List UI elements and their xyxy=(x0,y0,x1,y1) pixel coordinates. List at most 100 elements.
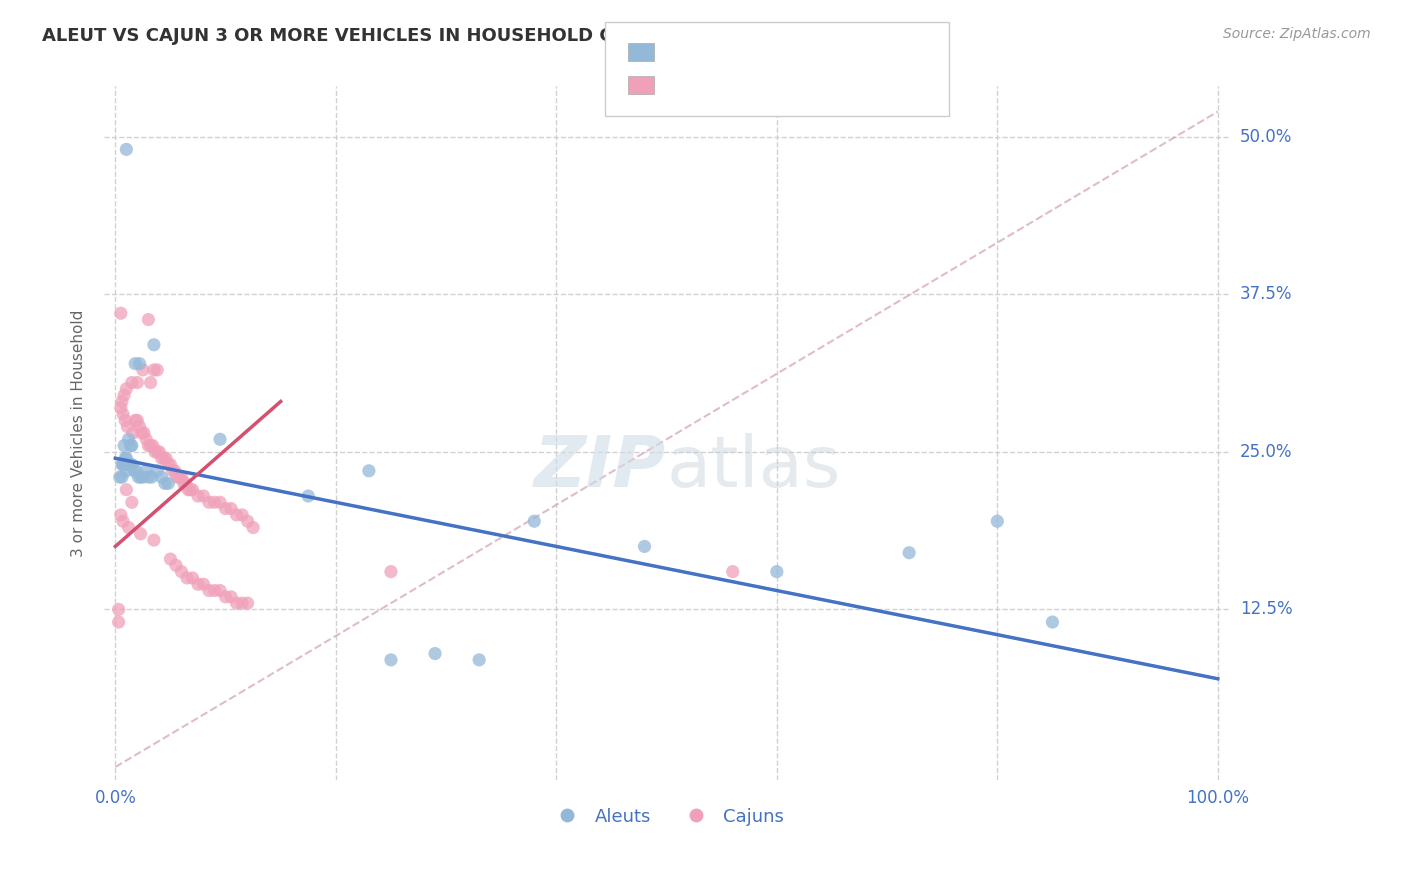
Point xyxy=(198,495,221,509)
Point xyxy=(139,439,162,453)
Point xyxy=(115,142,138,156)
Point xyxy=(112,514,135,528)
Text: atlas: atlas xyxy=(666,434,841,502)
Point xyxy=(380,565,402,579)
Point xyxy=(135,464,157,478)
Point xyxy=(111,470,134,484)
Point xyxy=(124,357,146,371)
Point xyxy=(153,476,176,491)
Point xyxy=(179,483,201,497)
Point xyxy=(110,401,132,415)
Point xyxy=(115,483,138,497)
Point xyxy=(138,470,160,484)
Point xyxy=(110,306,132,320)
Legend: Aleuts, Cajuns: Aleuts, Cajuns xyxy=(543,800,792,833)
Point xyxy=(114,413,136,427)
Text: 37.5%: 37.5% xyxy=(1240,285,1292,303)
Point xyxy=(127,413,149,427)
Point xyxy=(633,540,655,554)
Point xyxy=(121,376,143,390)
Point xyxy=(121,439,143,453)
Point xyxy=(209,583,232,598)
Text: ALEUT VS CAJUN 3 OR MORE VEHICLES IN HOUSEHOLD CORRELATION CHART: ALEUT VS CAJUN 3 OR MORE VEHICLES IN HOU… xyxy=(42,27,814,45)
Point xyxy=(138,312,160,326)
Text: 12.5%: 12.5% xyxy=(1240,600,1292,618)
Point xyxy=(131,425,153,440)
Point xyxy=(297,489,319,503)
Point xyxy=(193,577,215,591)
Text: 43: 43 xyxy=(806,43,831,61)
Point xyxy=(132,425,155,440)
Point xyxy=(193,489,215,503)
Point xyxy=(112,458,135,472)
Point xyxy=(118,458,141,472)
Point xyxy=(898,546,921,560)
Point xyxy=(155,451,177,466)
Point xyxy=(187,577,209,591)
Point xyxy=(129,470,152,484)
Point xyxy=(142,439,165,453)
Point xyxy=(139,376,162,390)
Point xyxy=(209,432,232,446)
Point xyxy=(163,464,186,478)
Point xyxy=(198,583,221,598)
Point xyxy=(170,470,193,484)
Point xyxy=(423,647,446,661)
Point xyxy=(117,520,139,534)
Point xyxy=(225,508,247,522)
Point xyxy=(225,596,247,610)
Point xyxy=(117,458,139,472)
Point xyxy=(146,445,169,459)
Point xyxy=(129,526,152,541)
Y-axis label: 3 or more Vehicles in Household: 3 or more Vehicles in Household xyxy=(72,310,86,557)
Point xyxy=(176,571,198,585)
Point xyxy=(162,464,184,478)
Point xyxy=(721,565,744,579)
Point xyxy=(122,425,145,440)
Point xyxy=(219,501,242,516)
Point xyxy=(177,483,200,497)
Text: N =: N = xyxy=(769,43,821,61)
Point xyxy=(169,470,191,484)
Point xyxy=(173,476,195,491)
Point xyxy=(112,439,135,453)
Point xyxy=(114,451,136,466)
Point xyxy=(142,363,165,377)
Point xyxy=(153,451,176,466)
Point xyxy=(111,458,134,472)
Point xyxy=(986,514,1008,528)
Point xyxy=(132,470,155,484)
Text: Source: ZipAtlas.com: Source: ZipAtlas.com xyxy=(1223,27,1371,41)
Point xyxy=(150,451,173,466)
Point xyxy=(157,476,180,491)
Point xyxy=(112,458,135,472)
Point xyxy=(165,558,187,573)
Point xyxy=(132,363,155,377)
Point xyxy=(181,571,204,585)
Point xyxy=(115,382,138,396)
Point xyxy=(214,501,236,516)
Text: 80: 80 xyxy=(806,76,831,94)
Point xyxy=(159,552,181,566)
Point xyxy=(146,464,169,478)
Point xyxy=(141,470,163,484)
Text: 0.254: 0.254 xyxy=(699,76,755,94)
Point xyxy=(204,495,226,509)
Point xyxy=(111,394,134,409)
Point xyxy=(380,653,402,667)
Point xyxy=(174,476,197,491)
Point xyxy=(242,520,264,534)
Point xyxy=(187,489,209,503)
Point xyxy=(209,495,232,509)
Point xyxy=(166,470,188,484)
Point xyxy=(219,590,242,604)
Point xyxy=(127,376,149,390)
Point xyxy=(214,590,236,604)
Point xyxy=(146,363,169,377)
Point xyxy=(357,464,380,478)
Point xyxy=(127,470,149,484)
Text: 25.0%: 25.0% xyxy=(1240,443,1292,461)
Point xyxy=(468,653,491,667)
Point xyxy=(117,432,139,446)
Point xyxy=(523,514,546,528)
